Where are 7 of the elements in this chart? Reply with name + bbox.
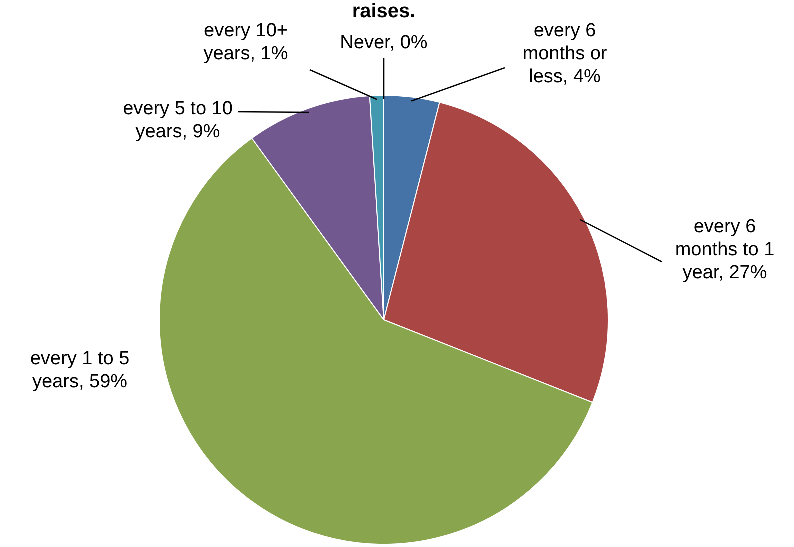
category-label: Never, 0%	[340, 32, 428, 54]
slice-label: every 5 to 10 years, 9%	[123, 98, 233, 143]
slice-label: every 6 months or less, 4%	[522, 20, 608, 88]
slice-label: every 1 to 5 years, 59%	[30, 348, 130, 393]
slice-label: every 10+ years, 1%	[204, 20, 288, 65]
chart-title: raises.	[352, 0, 416, 23]
slice-label: every 6 months to 1 year, 27%	[675, 216, 775, 284]
